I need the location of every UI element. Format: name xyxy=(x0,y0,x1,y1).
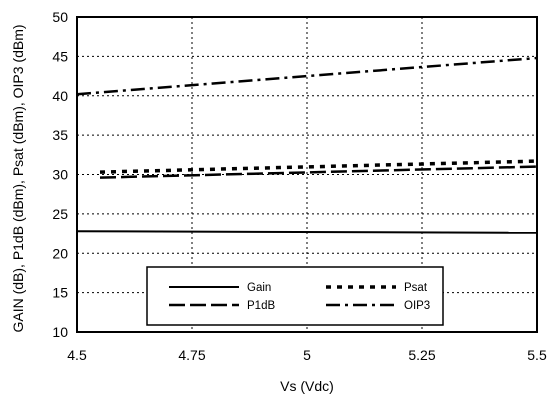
y-tick-label: 40 xyxy=(52,88,68,104)
series-line-psat xyxy=(99,159,538,174)
y-tick-label: 50 xyxy=(52,9,68,25)
legend: Gain P1dB Psat OIP3 xyxy=(146,266,444,326)
x-tick-label: 4.5 xyxy=(67,347,87,363)
y-tick-label: 25 xyxy=(52,206,68,222)
x-tick-label: 5 xyxy=(303,347,311,363)
x-tick-label: 4.75 xyxy=(178,347,205,363)
x-tick-label: 5.25 xyxy=(408,347,435,363)
series-lines xyxy=(76,56,538,234)
legend-label-gain: Gain xyxy=(247,282,271,294)
x-tick-label: 5.5 xyxy=(527,347,547,363)
series-line-oip3 xyxy=(76,56,538,96)
series-line-gain xyxy=(76,230,538,234)
y-tick-label: 30 xyxy=(52,167,68,183)
legend-box xyxy=(146,266,444,326)
tick-labels: 4.5 4.75 5 5.25 5.5 10 15 20 25 30 35 40 45 50 xyxy=(52,9,547,363)
grid xyxy=(77,17,537,332)
y-tick-label: 35 xyxy=(52,127,68,143)
y-tick-label: 20 xyxy=(52,245,68,261)
y-tick-label: 10 xyxy=(52,324,68,340)
y-axis-title: GAIN (dB), P1dB (dBm), Psat (dBm), OIP3 … xyxy=(10,24,26,332)
plot-frame xyxy=(76,16,538,333)
y-tick-label: 45 xyxy=(52,48,68,64)
series-line-p1db xyxy=(99,165,538,179)
y-tick-label: 15 xyxy=(52,285,68,301)
legend-label-p1db: P1dB xyxy=(247,300,275,312)
x-axis-title: Vs (Vdc) xyxy=(280,378,334,394)
legend-label-oip3: OIP3 xyxy=(404,300,430,312)
legend-label-psat: Psat xyxy=(404,282,428,294)
